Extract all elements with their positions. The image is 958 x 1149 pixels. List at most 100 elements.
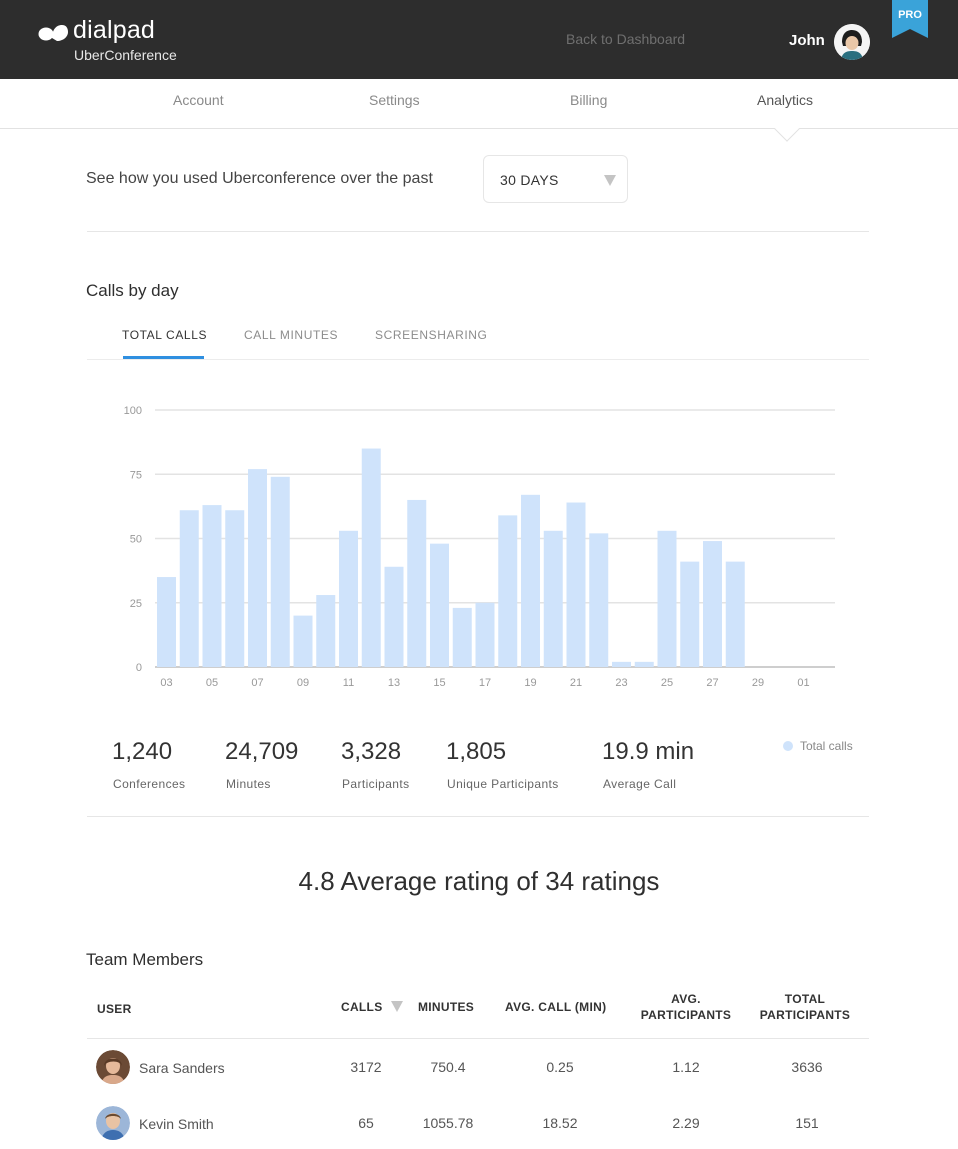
column-header-minutes[interactable]: MINUTES [418,1000,475,1014]
cell-calls: 3172 [350,1059,382,1075]
x-tick-label: 23 [615,677,627,689]
y-tick-label: 75 [130,469,142,481]
cell-avg-call: 18.52 [542,1115,578,1131]
chart-bar [407,499,427,667]
x-tick-label: 01 [797,677,809,689]
x-tick-label: 25 [661,677,673,689]
chart-bar [566,502,586,667]
table-header-rule [87,1038,869,1039]
top-header: dialpad UberConference Back to Dashboard… [0,0,958,79]
user-avatar-icon [834,24,870,60]
x-tick-label: 07 [251,677,263,689]
column-header-calls[interactable]: CALLS [341,1000,383,1014]
tab-call-minutes[interactable]: CALL MINUTES [244,328,339,342]
x-tick-label: 05 [206,677,218,689]
column-header-total-participants-line1: TOTAL [784,992,826,1006]
chart-bar [316,595,336,667]
stat-unique-participants-label: Unique Participants [447,777,559,791]
legend-label: Total calls [800,739,853,753]
pro-badge-text: PRO [898,9,922,21]
team-member-avatar-icon [96,1106,130,1140]
x-tick-label: 09 [297,677,309,689]
settings-nav: Account Settings Billing Analytics [0,79,958,129]
chart-bar [384,566,404,667]
chart-bar [248,469,267,667]
column-header-user[interactable]: USER [97,1002,132,1016]
nav-tab-analytics[interactable]: Analytics [757,92,814,108]
stat-conferences-label: Conferences [113,777,186,791]
logo-wordmark: dialpad [73,16,156,44]
section-divider [87,231,869,232]
back-to-dashboard-link[interactable]: Back to Dashboard [566,31,686,47]
active-chart-tab-underline [123,356,204,359]
period-prompt: See how you used Uberconference over the… [86,170,433,187]
cell-avg-participants: 1.12 [672,1059,700,1075]
x-tick-label: 03 [160,677,172,689]
cell-calls: 65 [358,1115,374,1131]
chart-tabs-rule [87,359,869,360]
column-header-avg-call[interactable]: AVG. CALL (MIN) [505,1000,607,1014]
nav-tab-billing[interactable]: Billing [570,92,608,108]
logo-product-name: UberConference [74,47,177,63]
stat-average-call-value: 19.9 min [602,738,695,765]
dialpad-logo-icon [38,25,68,41]
y-tick-label: 50 [130,534,142,546]
chart-bar [225,510,245,667]
cell-minutes: 1055.78 [422,1115,474,1131]
column-header-total-participants-line2: PARTICIPANTS [759,1008,851,1022]
chevron-down-icon [604,175,616,186]
nav-tab-settings[interactable]: Settings [369,92,420,108]
avatar [96,1050,130,1084]
chart-bar [680,561,700,667]
x-tick-label: 27 [706,677,718,689]
section-divider [87,816,869,817]
member-name[interactable]: Sara Sanders [139,1060,225,1076]
tab-screensharing[interactable]: SCREENSHARING [375,328,488,342]
nav-tab-account[interactable]: Account [173,92,224,108]
legend-swatch [783,741,793,751]
column-header-avg-participants-line1: AVG. [671,992,701,1006]
chart-bar [339,530,358,667]
avatar [96,1106,130,1140]
chart-bar [725,561,745,667]
column-header-total-participants[interactable]: TOTAL PARTICIPANTS [756,991,854,1023]
period-dropdown-value: 30 DAYS [500,172,559,188]
stat-participants-label: Participants [342,777,410,791]
stat-minutes-label: Minutes [226,777,271,791]
stat-participants-value: 3,328 [341,738,402,765]
x-tick-label: 11 [343,677,354,689]
chart-bar [475,602,495,667]
stat-average-call-label: Average Call [603,777,677,791]
stat-unique-participants-value: 1,805 [446,738,507,765]
chart-bar [430,543,449,667]
chart-bar [202,505,222,667]
chart-bar [293,615,313,667]
calls-by-day-title: Calls by day [86,281,179,300]
chart-bar [612,661,631,667]
chart-bar [498,515,518,667]
chart-bar [589,533,609,667]
stat-conferences-value: 1,240 [112,738,173,765]
y-tick-label: 100 [124,405,142,417]
cell-avg-participants: 2.29 [672,1115,700,1131]
member-name[interactable]: Kevin Smith [139,1116,214,1132]
x-tick-label: 19 [524,677,536,689]
x-tick-label: 15 [433,677,445,689]
user-avatar[interactable] [834,24,870,60]
user-name[interactable]: John [789,32,825,49]
column-header-avg-participants[interactable]: AVG. PARTICIPANTS [638,991,734,1023]
pro-ribbon-icon: PRO [892,0,928,38]
cell-total-participants: 3636 [791,1059,823,1075]
x-tick-label: 13 [388,677,400,689]
x-tick-label: 21 [570,677,582,689]
column-header-avg-participants-line2: PARTICIPANTS [640,1008,732,1022]
chart-bar [634,661,654,667]
period-dropdown[interactable]: 30 DAYS [483,155,628,203]
chart-bar [521,494,540,667]
tab-total-calls[interactable]: TOTAL CALLS [122,328,208,342]
average-rating: 4.8 Average rating of 34 ratings [298,866,660,896]
sort-descending-icon[interactable] [391,1001,403,1012]
chart-bar [543,530,563,667]
chart-bar [157,577,176,667]
y-tick-label: 25 [130,598,142,610]
